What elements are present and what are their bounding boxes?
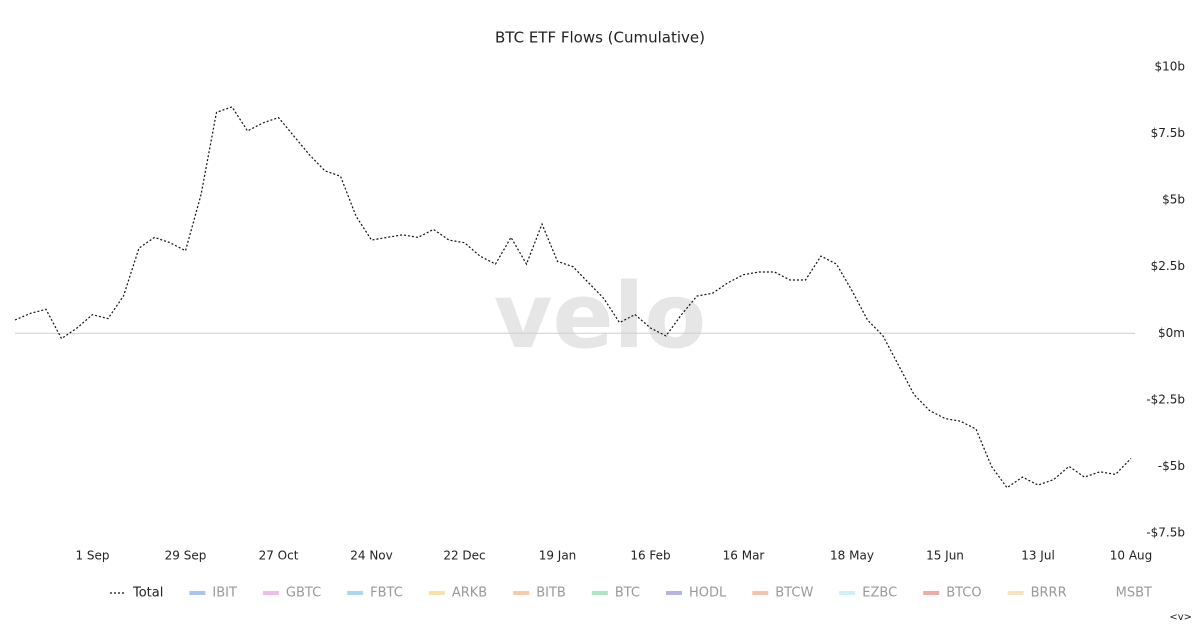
- legend-swatch: [1007, 591, 1024, 595]
- legend-label: BTC: [615, 586, 640, 601]
- legend-label: HODL: [689, 586, 727, 601]
- x-tick-label: 24 Nov: [350, 549, 393, 563]
- y-tick-label: -$2.5b: [1146, 392, 1185, 406]
- legend-label: ARKB: [452, 586, 487, 601]
- y-tick-label: -$5b: [1158, 459, 1185, 473]
- legend-swatch: [923, 591, 940, 595]
- x-tick-label: 16 Feb: [630, 549, 670, 563]
- legend-label: GBTC: [286, 586, 321, 601]
- legend-label: MSBT: [1116, 586, 1152, 601]
- legend-label: BTCW: [775, 586, 813, 601]
- y-tick-label: $10b: [1154, 60, 1185, 74]
- legend-label: Total: [132, 586, 163, 601]
- x-tick-label: 15 Jun: [926, 549, 964, 563]
- x-tick-label: 10 Aug: [1110, 549, 1153, 563]
- x-tick-label: 13 Jul: [1021, 549, 1055, 563]
- x-tick-label: 16 Mar: [723, 549, 765, 563]
- x-tick-label: 1 Sep: [75, 549, 109, 563]
- legend-label: BITB: [536, 586, 566, 601]
- x-tick-label: 19 Jan: [539, 549, 577, 563]
- chart-title: BTC ETF Flows (Cumulative): [495, 29, 705, 47]
- legend-label: FBTC: [370, 586, 403, 601]
- legend-label: BRRR: [1031, 586, 1067, 601]
- legend-swatch: [189, 591, 206, 595]
- corner-icon: <v>: [1169, 612, 1192, 623]
- legend-swatch: [513, 591, 530, 595]
- legend-swatch: [591, 591, 608, 595]
- watermark: velo: [494, 264, 706, 369]
- legend-label: EZBC: [862, 586, 897, 601]
- x-tick-label: 18 May: [830, 549, 874, 563]
- legend-swatch: [839, 591, 856, 595]
- legend-label: BTCO: [946, 586, 981, 601]
- legend-swatch: [752, 591, 769, 595]
- y-tick-label: $0m: [1158, 326, 1185, 340]
- y-tick-label: $5b: [1162, 193, 1185, 207]
- legend-label: IBIT: [212, 586, 237, 601]
- x-tick-label: 27 Oct: [259, 549, 299, 563]
- legend-swatch: [428, 591, 445, 595]
- x-tick-label: 22 Dec: [443, 549, 485, 563]
- y-tick-label: -$7.5b: [1146, 526, 1185, 540]
- legend-swatch: [666, 591, 682, 595]
- legend-swatch: [347, 591, 364, 595]
- line-series: [14, 106, 1132, 489]
- x-tick-label: 29 Sep: [165, 549, 207, 563]
- y-tick-label: $2.5b: [1151, 259, 1185, 273]
- legend-swatch: [262, 591, 279, 595]
- y-tick-label: $7.5b: [1151, 126, 1185, 140]
